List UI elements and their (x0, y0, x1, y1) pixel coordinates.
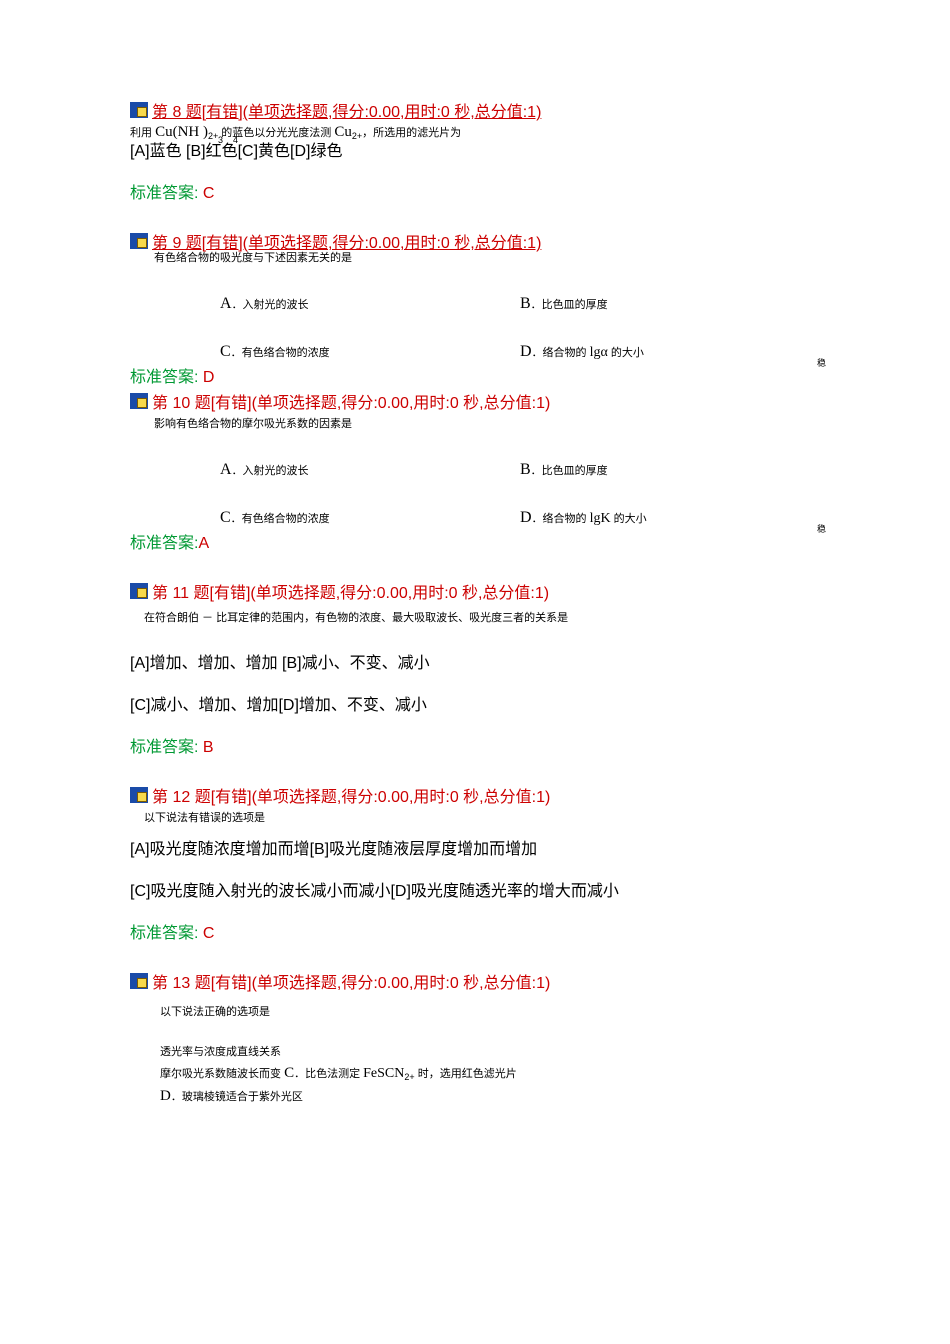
question-11-options-1: [A]增加、增加、增加 [B]减小、不变、减小 (130, 649, 820, 673)
question-icon (130, 102, 148, 118)
question-8-options: [A]蓝色 [B]红色[C]黄色[D]绿色 (130, 137, 820, 161)
question-9-options-row2: C．有色络合物的浓度 D．络合物的 lgα 的大小稳 (220, 343, 820, 361)
question-11-title: 第 11 题[有错](单项选择题,得分:0.00,用时:0 秒,总分值:1) (152, 579, 549, 603)
question-13-stem: 以下说法正确的选项是 (160, 1003, 820, 1019)
question-8-header: 第 8 题[有错](单项选择题,得分:0.00,用时:0 秒,总分值:1) (130, 98, 820, 122)
question-12-header: 第 12 题[有错](单项选择题,得分:0.00,用时:0 秒,总分值:1) (130, 783, 820, 807)
question-10-stem: 影响有色络合物的摩尔吸光系数的因素是 (154, 415, 820, 431)
question-13-header: 第 13 题[有错](单项选择题,得分:0.00,用时:0 秒,总分值:1) (130, 969, 820, 993)
question-10-options-row1: A．入射光的波长 B．比色皿的厚度 (220, 461, 820, 479)
question-11-header: 第 11 题[有错](单项选择题,得分:0.00,用时:0 秒,总分值:1) (130, 579, 820, 603)
question-12-answer: 标准答案: C (130, 919, 820, 943)
question-11-options-2: [C]减小、增加、增加[D]增加、不变、减小 (130, 691, 820, 715)
question-10-header: 第 10 题[有错](单项选择题,得分:0.00,用时:0 秒,总分值:1) (130, 389, 820, 413)
question-10-title: 第 10 题[有错](单项选择题,得分:0.00,用时:0 秒,总分值:1) (152, 389, 550, 413)
question-9-options-row1: A．入射光的波长 B．比色皿的厚度 (220, 295, 820, 313)
question-12-stem: 以下说法有错误的选项是 (144, 809, 820, 825)
question-8-answer: 标准答案: C (130, 179, 820, 203)
question-10-answer: 标准答案:A (130, 529, 820, 553)
question-10-options-row2: C．有色络合物的浓度 D．络合物的 lgK 的大小稳 (220, 509, 820, 527)
question-13-option-d: D．玻璃棱镜适合于紫外光区 (160, 1088, 820, 1105)
question-12-title: 第 12 题[有错](单项选择题,得分:0.00,用时:0 秒,总分值:1) (152, 783, 550, 807)
question-icon (130, 233, 148, 249)
question-11-stem: 在符合朗伯 － 比耳定律的范围内，有色物的浓度、最大吸取波长、吸光度三者的关系是 (144, 609, 820, 625)
question-13-body: 以下说法正确的选项是 透光率与浓度成直线关系 摩尔吸光系数随波长而变 C．比色法… (160, 1003, 820, 1105)
question-icon (130, 787, 148, 803)
question-8-title: 第 8 题[有错](单项选择题,得分:0.00,用时:0 秒,总分值:1) (152, 98, 541, 122)
question-11-answer: 标准答案: B (130, 733, 820, 757)
question-icon (130, 583, 148, 599)
question-13-option-bc: 摩尔吸光系数随波长而变 C．比色法测定 FeSCN2+ 时，选用红色滤光片 (160, 1065, 820, 1082)
question-13-option-a: 透光率与浓度成直线关系 (160, 1043, 820, 1059)
question-9-answer: 标准答案: D (130, 363, 820, 387)
question-13-title: 第 13 题[有错](单项选择题,得分:0.00,用时:0 秒,总分值:1) (152, 969, 550, 993)
question-12-options-2: [C]吸光度随入射光的波长减小而减小[D]吸光度随透光率的增大而减小 (130, 877, 820, 901)
question-icon (130, 393, 148, 409)
question-12-options-1: [A]吸光度随浓度增加而增[B]吸光度随液层厚度增加而增加 (130, 835, 820, 859)
question-icon (130, 973, 148, 989)
